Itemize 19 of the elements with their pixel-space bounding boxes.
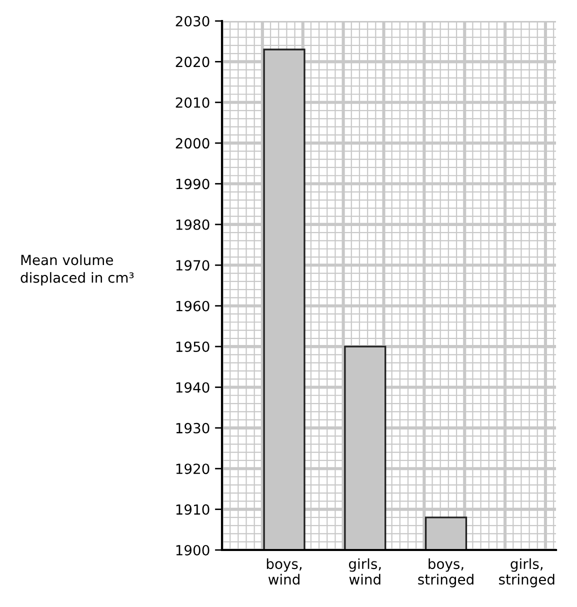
y-tick-label: 1910	[176, 504, 210, 515]
y-tick-label: 2030	[176, 16, 210, 26]
y-axis-title: Mean volume displaced in cm³	[20, 254, 134, 286]
y-tick-label: 2000	[176, 138, 210, 149]
y-tick-label: 1980	[176, 219, 210, 230]
y-tick-label: 1990	[176, 178, 210, 190]
x-tick-label: boys, stringed	[418, 558, 474, 588]
y-tick-label: 1970	[176, 260, 210, 271]
y-tick-label: 2010	[176, 97, 210, 108]
y-tick-label: 1900	[176, 544, 210, 556]
x-tick-label: girls, wind	[348, 558, 381, 585]
y-tick-label: 1920	[176, 464, 210, 474]
y-tick-label: 1960	[176, 300, 210, 312]
y-tick-label: 1940	[176, 382, 210, 393]
y-tick-label: 1950	[176, 342, 210, 352]
x-tick-label: boys, wind	[266, 558, 302, 585]
x-tick-label: girls, stringed	[499, 558, 554, 588]
y-tick-label: 2020	[176, 56, 210, 68]
y-tick-label: 1930	[176, 422, 210, 434]
